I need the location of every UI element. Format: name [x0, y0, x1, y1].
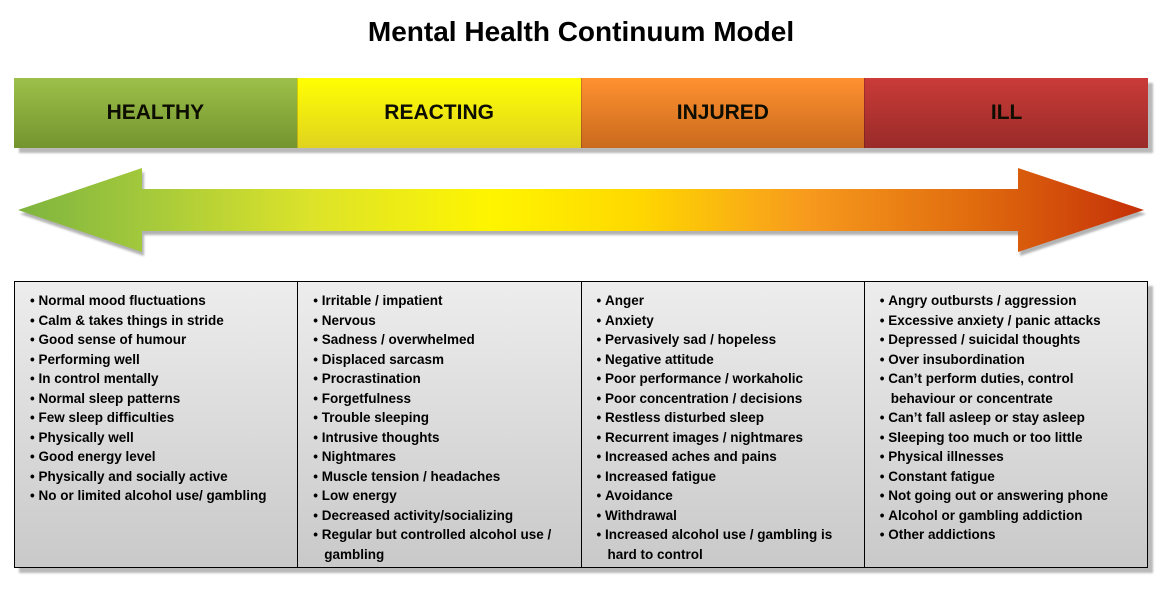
list-item: Sleeping too much or too little	[880, 428, 1137, 448]
list-item: Negative attitude	[597, 350, 854, 370]
list-item: Physically and socially active	[30, 467, 287, 487]
list-item: Not going out or answering phone	[880, 486, 1137, 506]
stage-header-injured: INJURED	[580, 78, 865, 148]
list-item: Other addictions	[880, 525, 1137, 545]
list-item: Excessive anxiety / panic attacks	[880, 311, 1137, 331]
list-item: Few sleep difficulties	[30, 408, 287, 428]
stage-header-row: HEALTHY REACTING INJURED ILL	[14, 78, 1148, 148]
list-item: Nightmares	[313, 447, 570, 467]
list-item: Irritable / impatient	[313, 291, 570, 311]
list-item: Procrastination	[313, 369, 570, 389]
list-item: Increased aches and pains	[597, 447, 854, 467]
symptoms-list-reacting: Irritable / impatientNervousSadness / ov…	[313, 291, 570, 564]
list-item: Nervous	[313, 311, 570, 331]
list-item: Good energy level	[30, 447, 287, 467]
symptoms-list-healthy: Normal mood fluctuationsCalm & takes thi…	[30, 291, 287, 506]
stage-label-reacting: REACTING	[384, 101, 494, 124]
list-item: Can’t perform duties, control behaviour …	[880, 369, 1137, 408]
page-title: Mental Health Continuum Model	[367, 16, 795, 47]
symptoms-table: Normal mood fluctuationsCalm & takes thi…	[14, 281, 1148, 568]
symptoms-list-ill: Angry outbursts / aggressionExcessive an…	[880, 291, 1137, 545]
list-item: Physically well	[30, 428, 287, 448]
list-item: Increased fatigue	[597, 467, 854, 487]
list-item: No or limited alcohol use/ gambling	[30, 486, 287, 506]
list-item: Poor performance / workaholic	[597, 369, 854, 389]
list-item: Performing well	[30, 350, 287, 370]
stage-label-healthy: HEALTHY	[106, 101, 205, 124]
list-item: Restless disturbed sleep	[597, 408, 854, 428]
list-item: Sadness / overwhelmed	[313, 330, 570, 350]
stage-label-ill: ILL	[990, 101, 1023, 124]
list-item: Muscle tension / headaches	[313, 467, 570, 487]
list-item: Displaced sarcasm	[313, 350, 570, 370]
continuum-arrow-svg	[18, 168, 1144, 252]
stage-label-injured: INJURED	[676, 101, 769, 124]
stage-header-reacting: REACTING	[296, 78, 581, 148]
list-item: Decreased activity/socializing	[313, 506, 570, 526]
list-item: Calm & takes things in stride	[30, 311, 287, 331]
list-item: Intrusive thoughts	[313, 428, 570, 448]
list-item: Anxiety	[597, 311, 854, 331]
symptoms-column-injured: AngerAnxietyPervasively sad / hopelessNe…	[580, 282, 864, 567]
stage-header-ill: ILL	[864, 78, 1148, 148]
list-item: Normal sleep patterns	[30, 389, 287, 409]
list-item: Withdrawal	[597, 506, 854, 526]
list-item: Constant fatigue	[880, 467, 1137, 487]
list-item: Forgetfulness	[313, 389, 570, 409]
list-item: Can’t fall asleep or stay asleep	[880, 408, 1137, 428]
list-item: Pervasively sad / hopeless	[597, 330, 854, 350]
symptoms-column-reacting: Irritable / impatientNervousSadness / ov…	[297, 282, 580, 567]
list-item: Physical illnesses	[880, 447, 1137, 467]
list-item: Angry outbursts / aggression	[880, 291, 1137, 311]
list-item: Trouble sleeping	[313, 408, 570, 428]
continuum-arrow-shape	[18, 168, 1144, 252]
list-item: Recurrent images / nightmares	[597, 428, 854, 448]
symptoms-column-healthy: Normal mood fluctuationsCalm & takes thi…	[15, 282, 297, 567]
list-item: Normal mood fluctuations	[30, 291, 287, 311]
list-item: Regular but controlled alcohol use / gam…	[313, 525, 570, 564]
list-item: Alcohol or gambling addiction	[880, 506, 1137, 526]
list-item: Anger	[597, 291, 854, 311]
list-item: Over insubordination	[880, 350, 1137, 370]
list-item: Good sense of humour	[30, 330, 287, 350]
stage-header-healthy: HEALTHY	[14, 78, 297, 148]
list-item: Increased alcohol use / gambling is hard…	[597, 525, 854, 564]
continuum-arrow	[14, 162, 1148, 258]
symptoms-list-injured: AngerAnxietyPervasively sad / hopelessNe…	[597, 291, 854, 564]
symptoms-column-ill: Angry outbursts / aggressionExcessive an…	[863, 282, 1147, 567]
list-item: In control mentally	[30, 369, 287, 389]
list-item: Avoidance	[597, 486, 854, 506]
list-item: Depressed / suicidal thoughts	[880, 330, 1137, 350]
list-item: Low energy	[313, 486, 570, 506]
list-item: Poor concentration / decisions	[597, 389, 854, 409]
